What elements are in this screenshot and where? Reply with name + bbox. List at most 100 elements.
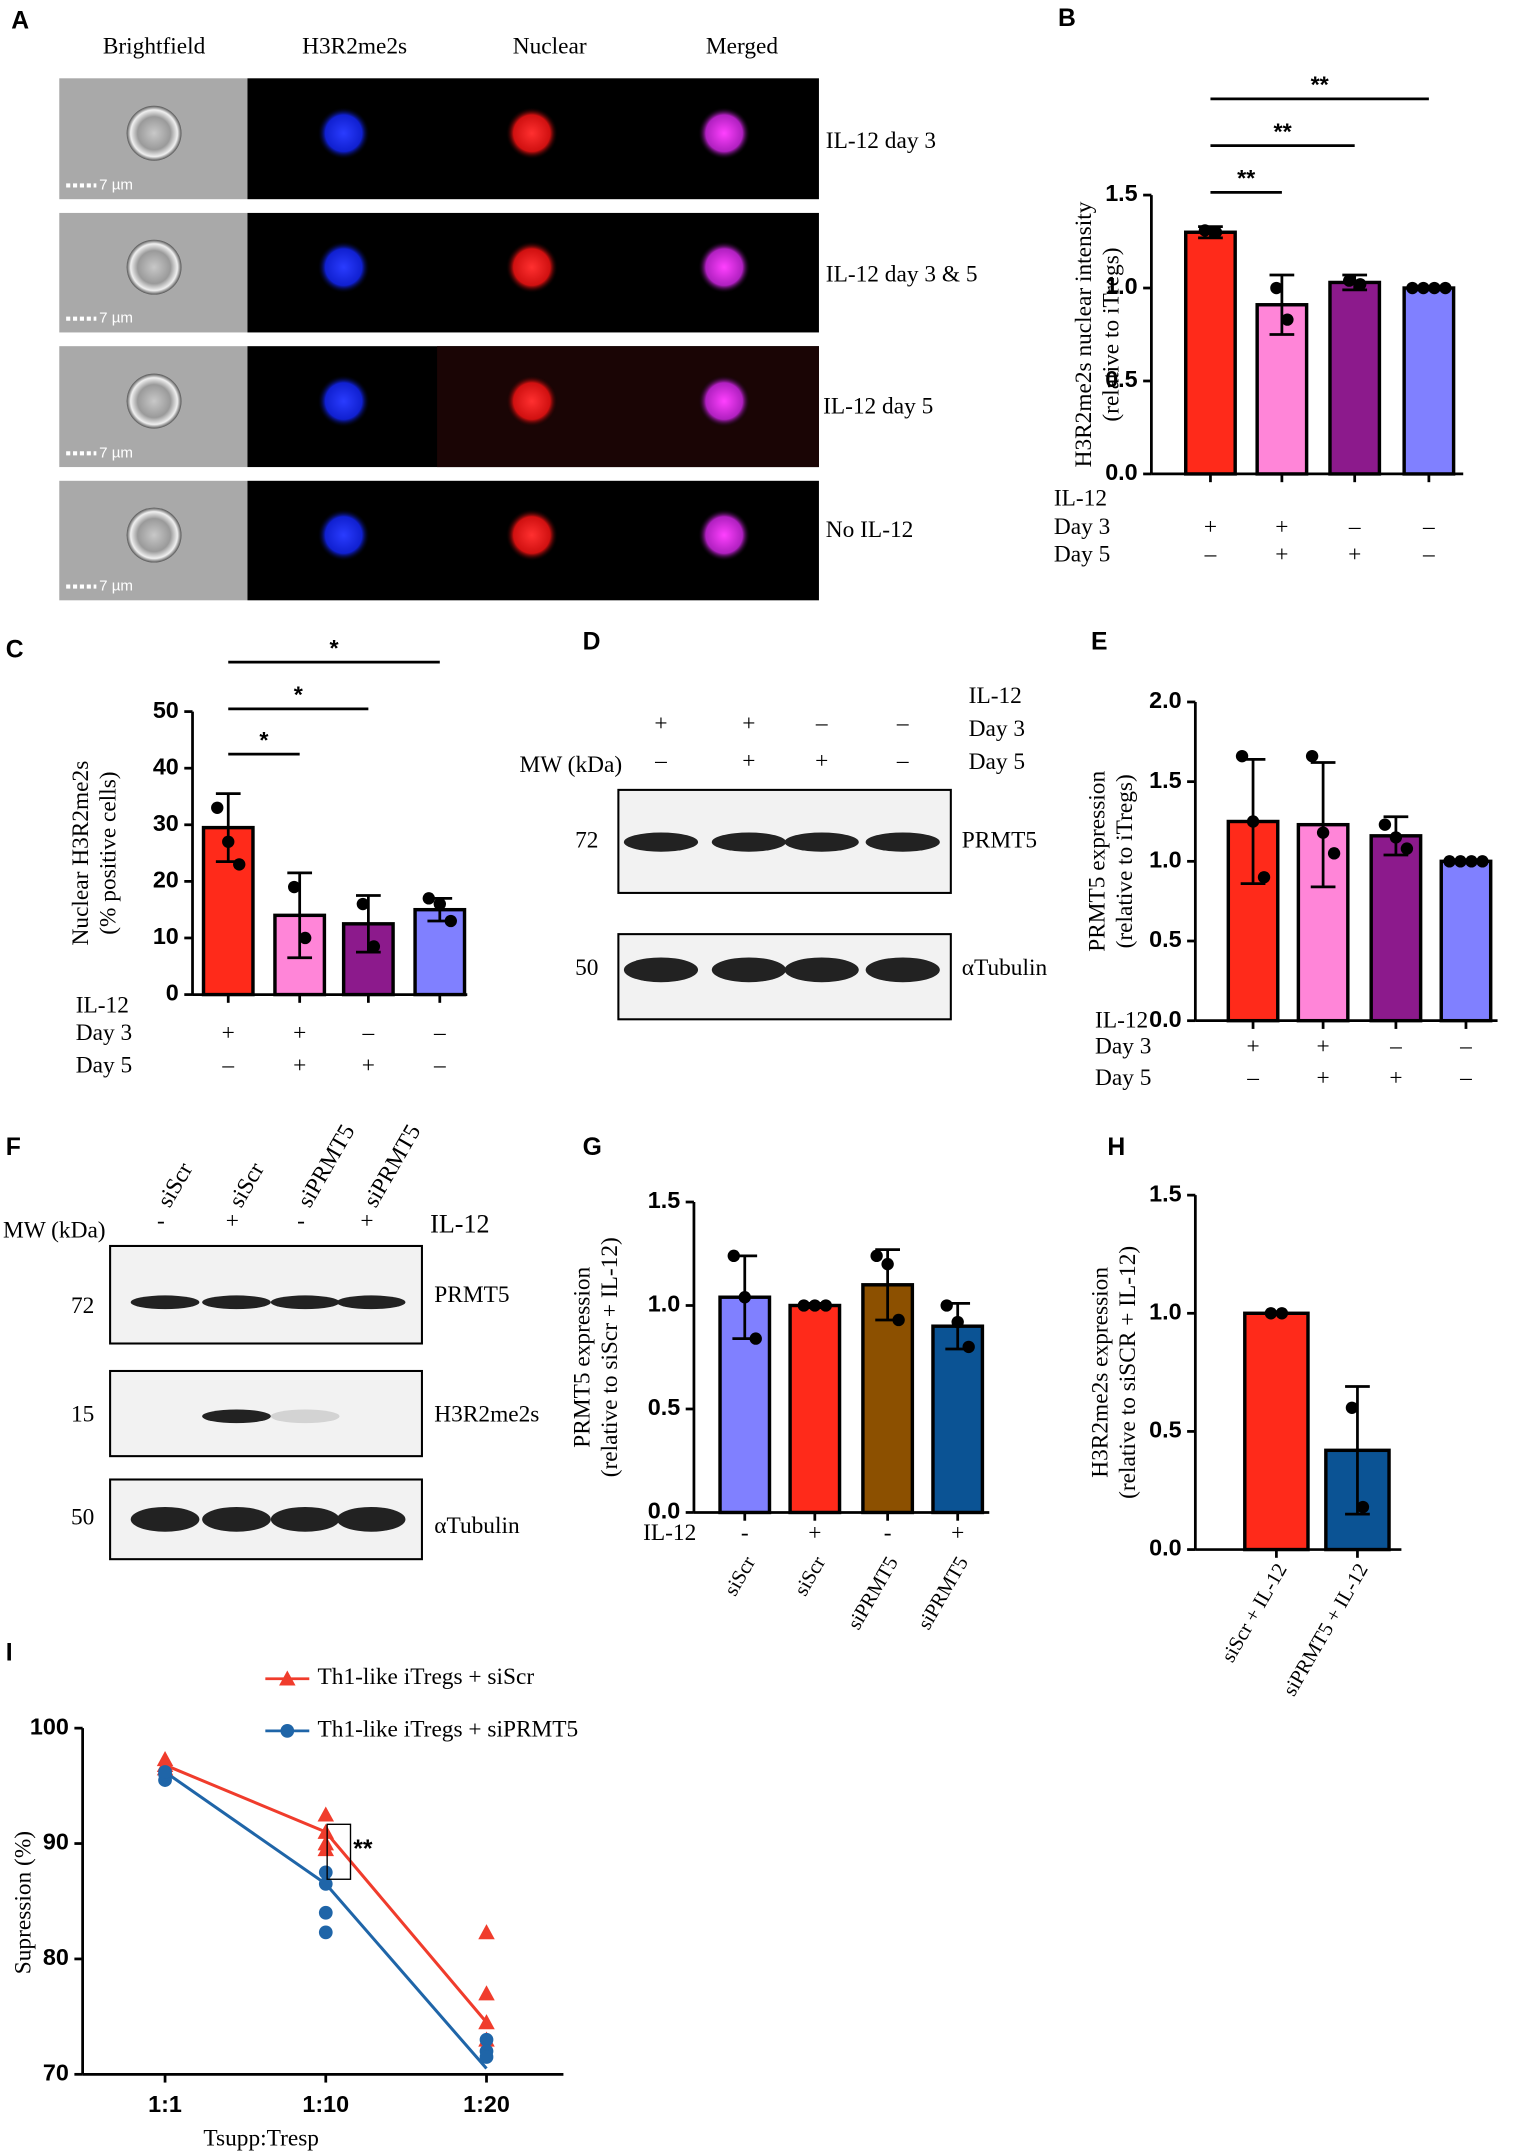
treatment-sign: + bbox=[742, 711, 755, 737]
data-point bbox=[1264, 1307, 1278, 1320]
y-tick-label: 40 bbox=[153, 753, 179, 779]
blot-band bbox=[202, 1295, 271, 1310]
cell bbox=[698, 508, 751, 562]
data-point bbox=[1305, 749, 1319, 763]
significance-label: ** bbox=[1311, 72, 1330, 98]
panel-label: E bbox=[1091, 628, 1108, 655]
cell bbox=[505, 508, 558, 562]
y-tick-label: 0.5 bbox=[1149, 1417, 1181, 1443]
data-point bbox=[1400, 842, 1414, 855]
condition-sign: + bbox=[222, 1020, 235, 1046]
y-axis-label: PRMT5 expression bbox=[1085, 771, 1111, 952]
x-tick-label: siScr + IL-12 bbox=[1218, 1560, 1292, 1666]
condition-title: IL-12 bbox=[1054, 485, 1107, 511]
mw-value: 72 bbox=[71, 1293, 94, 1319]
condition-sign: + bbox=[951, 1520, 964, 1546]
cell bbox=[126, 239, 182, 295]
y-tick-label: 0.0 bbox=[1105, 459, 1137, 485]
data-point bbox=[1246, 815, 1260, 828]
condition-label: Day 3 bbox=[1095, 1034, 1151, 1060]
column-header: Merged bbox=[706, 33, 779, 59]
x-tick-label: 1:20 bbox=[463, 2091, 510, 2117]
scale-label: 7 µm bbox=[99, 444, 133, 461]
condition-title: IL-12 bbox=[1095, 1007, 1148, 1033]
y-tick-label: 1.5 bbox=[1149, 1180, 1181, 1206]
condition-sign: – bbox=[1422, 542, 1435, 568]
condition-label: IL-12 bbox=[643, 1520, 696, 1546]
image-panel bbox=[437, 346, 819, 468]
data-point bbox=[356, 897, 370, 911]
treatment-label: Day 5 bbox=[969, 749, 1025, 775]
y-axis-label: H3R2me2s nuclear intensity bbox=[1071, 201, 1097, 467]
treatment-sign: – bbox=[654, 748, 667, 774]
blot-band bbox=[270, 1295, 340, 1310]
y-tick-label: 0.0 bbox=[648, 1498, 680, 1524]
y-tick-label: 50 bbox=[153, 697, 179, 723]
x-tick-label: 1:10 bbox=[302, 2091, 349, 2117]
condition-label: Day 5 bbox=[1095, 1065, 1151, 1091]
data-point bbox=[1356, 1500, 1370, 1514]
data-point bbox=[318, 1905, 333, 1920]
data-point bbox=[318, 1865, 333, 1880]
condition-sign: – bbox=[1348, 514, 1361, 540]
data-point bbox=[727, 1249, 740, 1263]
data-point bbox=[479, 2050, 494, 2064]
condition-sign: – bbox=[1246, 1065, 1259, 1091]
panel-label: F bbox=[6, 1134, 21, 1161]
condition-sign: – bbox=[1389, 1034, 1402, 1060]
data-point bbox=[1378, 818, 1392, 831]
row-label: IL-12 day 3 & 5 bbox=[826, 261, 978, 287]
cell bbox=[505, 107, 558, 160]
condition-sign: - bbox=[741, 1520, 749, 1546]
y-tick-label: 0.0 bbox=[1149, 1535, 1181, 1561]
blot-band bbox=[711, 832, 786, 852]
condition-sign: + bbox=[293, 1020, 306, 1046]
bar bbox=[413, 907, 467, 997]
y-axis-label: H3R2me2s expression bbox=[1087, 1267, 1113, 1478]
condition-sign: – bbox=[1459, 1065, 1472, 1091]
cell bbox=[698, 107, 751, 160]
treatment-label: IL-12 bbox=[430, 1210, 489, 1239]
column-header: Nuclear bbox=[513, 33, 587, 59]
data-point bbox=[318, 1925, 333, 1940]
y-tick-label: 10 bbox=[153, 923, 179, 949]
data-point bbox=[444, 914, 457, 928]
legend-label: Th1-like iTregs + siScr bbox=[318, 1664, 535, 1690]
condition-sign: – bbox=[362, 1020, 375, 1046]
cell bbox=[505, 241, 558, 294]
data-point bbox=[940, 1299, 953, 1312]
condition-label: Day 5 bbox=[1054, 542, 1110, 568]
significance-label: * bbox=[259, 727, 269, 753]
data-point bbox=[892, 1313, 905, 1327]
row-label: IL-12 day 3 bbox=[826, 128, 936, 154]
cell bbox=[698, 241, 751, 294]
annotation: ** bbox=[353, 1836, 373, 1863]
data-point bbox=[367, 940, 381, 953]
row-label: No IL-12 bbox=[826, 517, 914, 543]
data-point bbox=[317, 1823, 335, 1839]
scale-label: 7 µm bbox=[99, 176, 133, 193]
condition-sign: – bbox=[1459, 1034, 1472, 1060]
blot-name: PRMT5 bbox=[962, 827, 1037, 853]
cell bbox=[126, 507, 182, 563]
y-tick-label: 70 bbox=[43, 2059, 69, 2085]
data-point bbox=[1327, 847, 1341, 860]
blot-band bbox=[865, 832, 940, 852]
legend-marker bbox=[279, 1670, 296, 1686]
mw-value: 72 bbox=[575, 827, 598, 853]
x-tick-label: siScr bbox=[790, 1553, 830, 1600]
condition-sign: + bbox=[1204, 514, 1217, 540]
y-tick-label: 0.5 bbox=[1149, 926, 1181, 952]
mw-label: MW (kDa) bbox=[519, 752, 622, 778]
condition-sign: + bbox=[1275, 542, 1288, 568]
blot-band bbox=[623, 832, 699, 852]
data-point bbox=[233, 858, 246, 871]
data-point bbox=[1209, 226, 1223, 239]
condition-title: IL-12 bbox=[76, 992, 129, 1018]
x-tick-label: siPRMT5 + IL-12 bbox=[1279, 1560, 1373, 1700]
blot-name: H3R2me2s bbox=[434, 1402, 539, 1428]
y-axis-label: (relative to siScr + IL-12) bbox=[597, 1237, 623, 1477]
condition-sign: + bbox=[808, 1520, 821, 1546]
panel-label: B bbox=[1058, 5, 1076, 32]
